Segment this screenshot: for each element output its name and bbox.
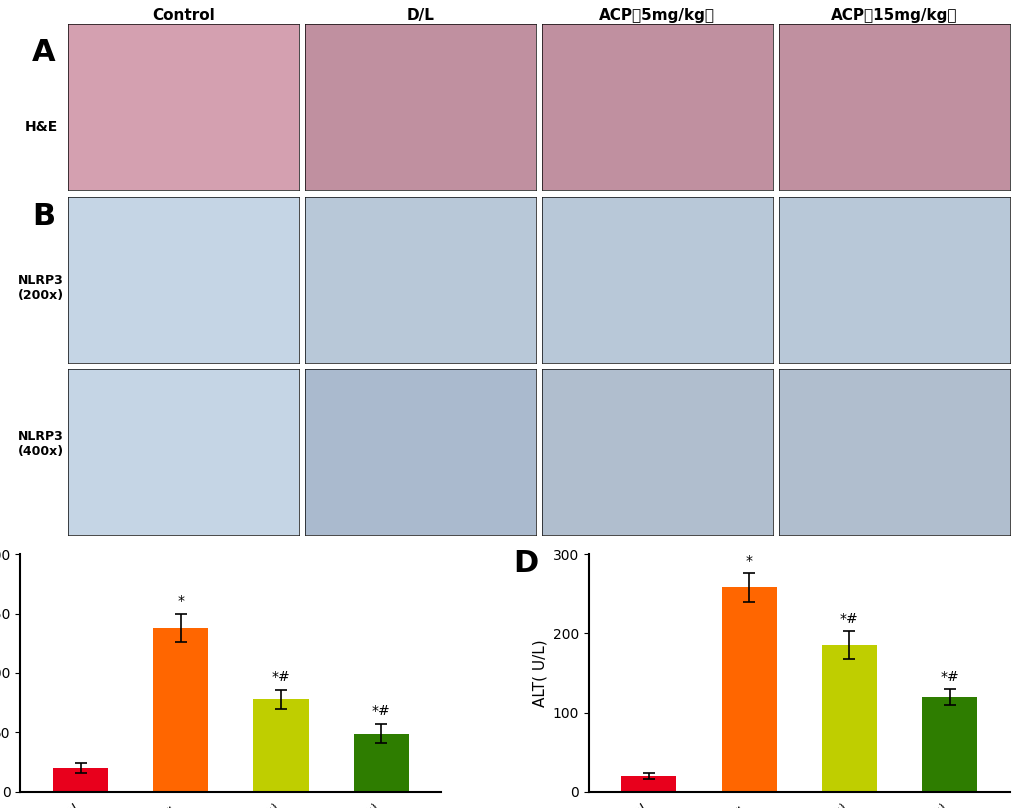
Text: *#: *# xyxy=(840,612,858,626)
Bar xyxy=(621,776,676,792)
Bar xyxy=(821,646,876,792)
Text: *: * xyxy=(745,554,752,568)
Bar xyxy=(354,734,409,792)
Title: D/L: D/L xyxy=(406,8,434,23)
Bar xyxy=(253,699,309,792)
Bar xyxy=(720,587,776,792)
Text: A: A xyxy=(33,37,56,66)
Title: ACP（15mg/kg）: ACP（15mg/kg） xyxy=(830,8,957,23)
Text: *#: *# xyxy=(372,704,390,718)
Bar xyxy=(153,628,208,792)
Bar xyxy=(53,768,108,792)
Text: H&E: H&E xyxy=(24,120,58,134)
Text: *: * xyxy=(177,594,184,608)
Bar xyxy=(921,696,976,792)
Y-axis label: ALT( U/L): ALT( U/L) xyxy=(532,639,546,707)
Title: ACP（5mg/kg）: ACP（5mg/kg） xyxy=(599,8,714,23)
Text: NLRP3
(400x): NLRP3 (400x) xyxy=(18,430,64,458)
Text: *#: *# xyxy=(940,670,958,684)
Text: D: D xyxy=(513,549,538,579)
Text: NLRP3
(200x): NLRP3 (200x) xyxy=(18,274,64,302)
Text: *#: *# xyxy=(271,670,290,684)
Title: Control: Control xyxy=(152,8,215,23)
Text: B: B xyxy=(33,202,56,231)
